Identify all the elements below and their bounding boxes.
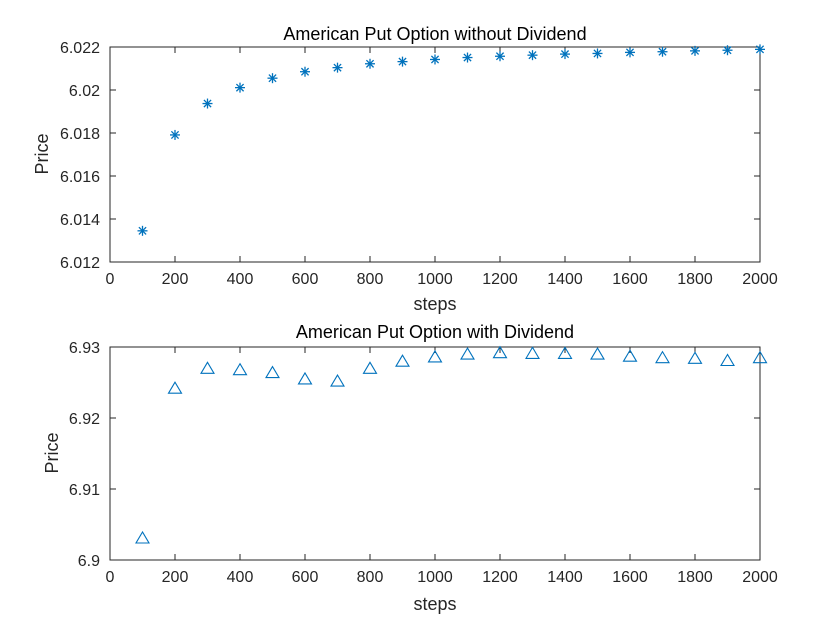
data-markers-2 xyxy=(135,345,768,544)
y-tick-label: 6.93 xyxy=(69,340,100,357)
x-tick-label: 200 xyxy=(162,569,189,586)
y-tick-label: 6.91 xyxy=(69,482,100,499)
data-point-asterisk xyxy=(170,129,180,140)
y-axis-label-1: Price xyxy=(32,133,52,174)
data-point-triangle xyxy=(590,347,605,360)
x-tick-label: 1200 xyxy=(482,569,518,586)
data-point-triangle xyxy=(720,353,735,367)
x-tick-label: 0 xyxy=(106,569,115,586)
x-tick-label: 1600 xyxy=(612,569,648,586)
data-point-triangle xyxy=(622,349,638,362)
data-point-triangle xyxy=(395,354,410,367)
data-point-asterisk xyxy=(462,52,473,63)
x-tick-label: 0 xyxy=(106,271,115,288)
data-point-asterisk xyxy=(560,49,570,60)
data-point-triangle xyxy=(460,347,475,360)
data-point-asterisk xyxy=(137,225,148,236)
x-tick-label: 1200 xyxy=(482,271,518,288)
x-tick-label: 1000 xyxy=(417,271,453,288)
x-tick-label: 2000 xyxy=(742,271,778,288)
data-point-asterisk xyxy=(202,98,213,109)
y-axis-label-2: Price xyxy=(42,432,62,473)
data-point-asterisk xyxy=(332,62,343,73)
data-point-asterisk xyxy=(397,56,408,67)
data-markers-1 xyxy=(137,44,765,236)
data-point-asterisk xyxy=(755,44,765,55)
x-tick-label: 2000 xyxy=(742,569,778,586)
y-tick-label: 6.9 xyxy=(78,553,100,570)
data-point-triangle xyxy=(265,365,280,379)
x-tick-label: 800 xyxy=(357,569,384,586)
x-tick-label: 1400 xyxy=(547,569,583,586)
data-point-asterisk xyxy=(722,45,733,56)
y-tick-label: 6.02 xyxy=(69,83,100,100)
data-point-asterisk xyxy=(365,58,375,69)
data-point-triangle xyxy=(200,361,215,374)
data-point-asterisk xyxy=(592,48,603,59)
x-tick-label: 1800 xyxy=(677,271,713,288)
x-axis-label-1: steps xyxy=(413,294,456,314)
x-tick-label: 1600 xyxy=(612,271,648,288)
axis-ticks-1: 0 200 400 600 800 1000 1200 1400 1600 1800 2000 6.0… xyxy=(60,40,778,288)
data-point-triangle xyxy=(297,371,313,385)
data-point-asterisk xyxy=(495,51,505,62)
data-point-asterisk xyxy=(657,46,668,57)
data-point-triangle xyxy=(492,345,508,359)
data-point-asterisk xyxy=(527,50,538,61)
y-tick-label: 6.016 xyxy=(60,169,100,186)
data-point-triangle xyxy=(330,373,345,387)
x-tick-label: 600 xyxy=(292,271,319,288)
x-tick-label: 400 xyxy=(227,569,254,586)
data-point-asterisk xyxy=(430,54,440,65)
data-point-triangle xyxy=(362,361,378,374)
data-point-asterisk xyxy=(690,45,700,56)
data-point-triangle xyxy=(135,530,150,544)
data-point-triangle xyxy=(655,350,670,364)
y-tick-label: 6.012 xyxy=(60,255,100,272)
data-point-triangle xyxy=(427,349,443,363)
data-point-triangle xyxy=(525,346,540,359)
y-tick-label: 6.014 xyxy=(60,212,100,229)
data-point-asterisk xyxy=(235,82,245,93)
axis-ticks-2: 0 200 400 600 800 1000 1200 1400 1600 1800 2000 6.9… xyxy=(69,340,778,586)
subplot-price-without-dividend: American Put Option without Dividend ste… xyxy=(32,24,778,314)
x-tick-label: 200 xyxy=(162,271,189,288)
x-tick-label: 800 xyxy=(357,271,384,288)
data-point-triangle xyxy=(232,362,248,376)
data-point-triangle xyxy=(752,350,768,364)
x-tick-label: 600 xyxy=(292,569,319,586)
axes-frame-2 xyxy=(109,346,761,561)
y-tick-label: 6.92 xyxy=(69,411,100,428)
data-point-triangle xyxy=(687,351,703,364)
axes-frame-1 xyxy=(109,46,761,263)
x-tick-label: 400 xyxy=(227,271,254,288)
x-tick-label: 1000 xyxy=(417,569,453,586)
x-tick-label: 1800 xyxy=(677,569,713,586)
y-tick-label: 6.018 xyxy=(60,126,100,143)
chart-title-1: American Put Option without Dividend xyxy=(283,24,586,44)
subplot-price-with-dividend: American Put Option with Dividend steps … xyxy=(42,322,778,614)
data-point-asterisk xyxy=(267,73,278,84)
x-axis-label-2: steps xyxy=(413,594,456,614)
y-tick-label: 6.022 xyxy=(60,40,100,57)
data-point-triangle xyxy=(167,381,183,394)
data-point-asterisk xyxy=(300,66,310,77)
chart-title-2: American Put Option with Dividend xyxy=(296,322,574,342)
x-tick-label: 1400 xyxy=(547,271,583,288)
data-point-asterisk xyxy=(625,47,635,58)
data-point-triangle xyxy=(557,346,573,359)
